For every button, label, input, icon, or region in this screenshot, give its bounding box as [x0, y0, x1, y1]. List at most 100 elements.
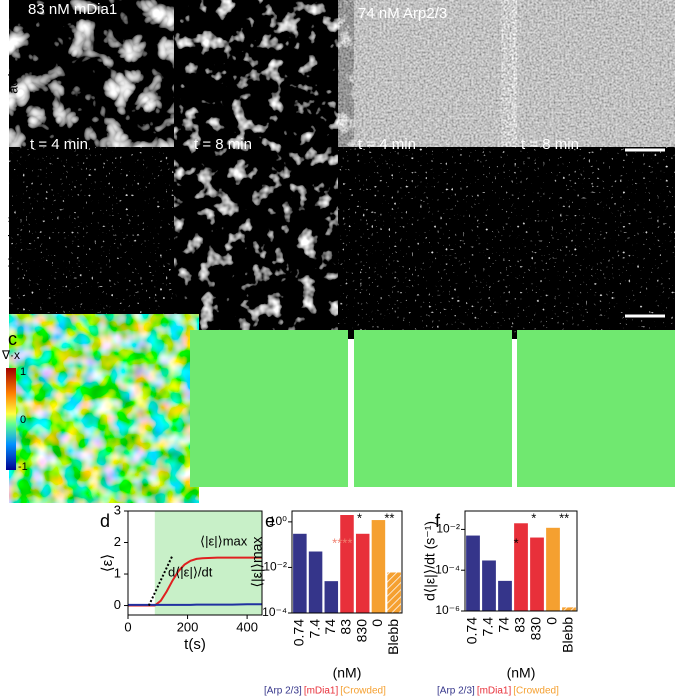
legend-entry: [Arp 2/3]: [437, 686, 475, 697]
axes-frame: [464, 510, 578, 612]
x-tick-label: 0: [124, 619, 131, 634]
x-tick-label: 83: [338, 619, 354, 635]
image-grid: [6, 0, 675, 487]
bar: [514, 523, 528, 611]
panel-letter: b: [10, 167, 20, 187]
bar: [546, 527, 560, 611]
bar: [562, 607, 576, 611]
x-tick-label: 83: [512, 617, 528, 633]
image: [25, 330, 183, 487]
bar: [387, 572, 401, 613]
y-tick-label: 10⁻⁶: [435, 603, 460, 617]
y-axis-label: ⟨|ε|⟩max: [249, 537, 265, 588]
axes-frame: [291, 510, 403, 614]
colorbar-label: ∇·x: [1, 348, 20, 362]
time-label: t = 8 min: [521, 136, 579, 153]
y-tick-label: 10⁰: [269, 514, 287, 528]
legend-entry: [Arp 2/3]: [264, 686, 302, 697]
y-tick-label: 1: [114, 565, 121, 580]
legend-entry: [Crowded]: [513, 686, 559, 697]
y-tick-label: 10⁻⁴: [262, 605, 287, 619]
annotation: d⟨|ε|⟩/dt: [168, 564, 213, 579]
image: [190, 0, 348, 155]
x-tick-label: 74: [322, 619, 338, 635]
x-tick-label: 7.4: [306, 619, 322, 639]
x-tick-label: 0.74: [464, 617, 480, 644]
image: [190, 330, 348, 487]
x-axis-label: (nM): [333, 665, 362, 681]
legend-entry: [mDia1]: [477, 686, 512, 697]
image: [25, 0, 183, 155]
annotation: ⟨|ε|⟩max: [200, 533, 248, 548]
line: [128, 603, 262, 606]
time-label: t = 4 min: [358, 136, 416, 153]
bar: [355, 533, 370, 613]
legend-entry: [mDia1]: [304, 686, 339, 697]
x-tick-label: 400: [236, 619, 258, 634]
y-tick-label: 0: [114, 597, 121, 612]
y-tick-label: 10⁻²: [263, 560, 287, 574]
image: [25, 163, 183, 323]
significance: **: [384, 510, 394, 525]
x-tick-label: 0: [544, 617, 560, 625]
colorbar-tick: 1: [20, 366, 26, 378]
bar: [466, 535, 480, 611]
image: [354, 0, 512, 155]
panel-letter: c: [8, 329, 17, 349]
x-axis-label: (nM): [507, 665, 536, 681]
bar: [371, 520, 386, 613]
tangent-line: [147, 554, 174, 606]
significance: *: [531, 510, 536, 525]
x-tick-label: 200: [177, 619, 199, 634]
colorbar-tick: 0: [20, 414, 26, 426]
x-tick-label: 7.4: [480, 617, 496, 637]
bar: [530, 537, 544, 611]
image: [517, 330, 675, 487]
significance: *: [514, 535, 519, 550]
x-tick-label: Blebb: [385, 619, 401, 655]
image: [354, 330, 512, 487]
image-label: 74 nM Arp2/3: [358, 5, 447, 22]
panel-letter: e: [265, 511, 275, 531]
y-axis-label: ⟨ε⟩: [99, 554, 116, 572]
bar: [482, 560, 496, 611]
bar: [498, 580, 512, 611]
bar: [324, 581, 339, 613]
x-tick-label: 830: [528, 617, 544, 641]
x-tick-label: 74: [496, 617, 512, 633]
y-tick-label: 10⁻⁴: [435, 562, 460, 576]
y-tick-label: 2: [114, 534, 121, 549]
bar: [340, 515, 354, 613]
significance: **: [559, 510, 569, 525]
row-label: actin: [5, 66, 20, 93]
y-axis-label: d⟨|ε|⟩/dt (s⁻¹): [422, 521, 438, 601]
x-tick-label: 0.74: [291, 619, 307, 646]
highlight: [154, 511, 262, 615]
row-label: Myosin II: [5, 216, 20, 268]
legend-entry: [Crowded]: [340, 686, 386, 697]
x-tick-label: 0: [369, 619, 385, 627]
significance: *: [357, 510, 362, 525]
colorbar-tick: -1: [18, 461, 28, 473]
axes-frame: [127, 510, 263, 616]
image: [354, 163, 512, 323]
panel-letter: f: [435, 511, 441, 531]
image-label: 83 nM mDia1: [28, 1, 117, 18]
image: [517, 0, 675, 155]
panel-letter: a: [12, 1, 23, 21]
significance: ****: [332, 535, 352, 550]
x-tick-label: 830: [353, 619, 369, 643]
x-tick-label: Blebb: [560, 617, 576, 653]
bar: [293, 533, 307, 613]
y-tick-label: 10⁻²: [436, 522, 460, 536]
bar: [308, 551, 323, 613]
panel-letter: d: [100, 511, 110, 531]
x-axis-label: t(s): [184, 636, 206, 653]
time-label: t = 4 min: [30, 136, 88, 153]
image: [517, 163, 675, 323]
y-tick-label: 3: [114, 502, 121, 517]
image: [190, 163, 348, 323]
time-label: t = 8 min: [194, 136, 252, 153]
colorbar: [6, 368, 16, 470]
